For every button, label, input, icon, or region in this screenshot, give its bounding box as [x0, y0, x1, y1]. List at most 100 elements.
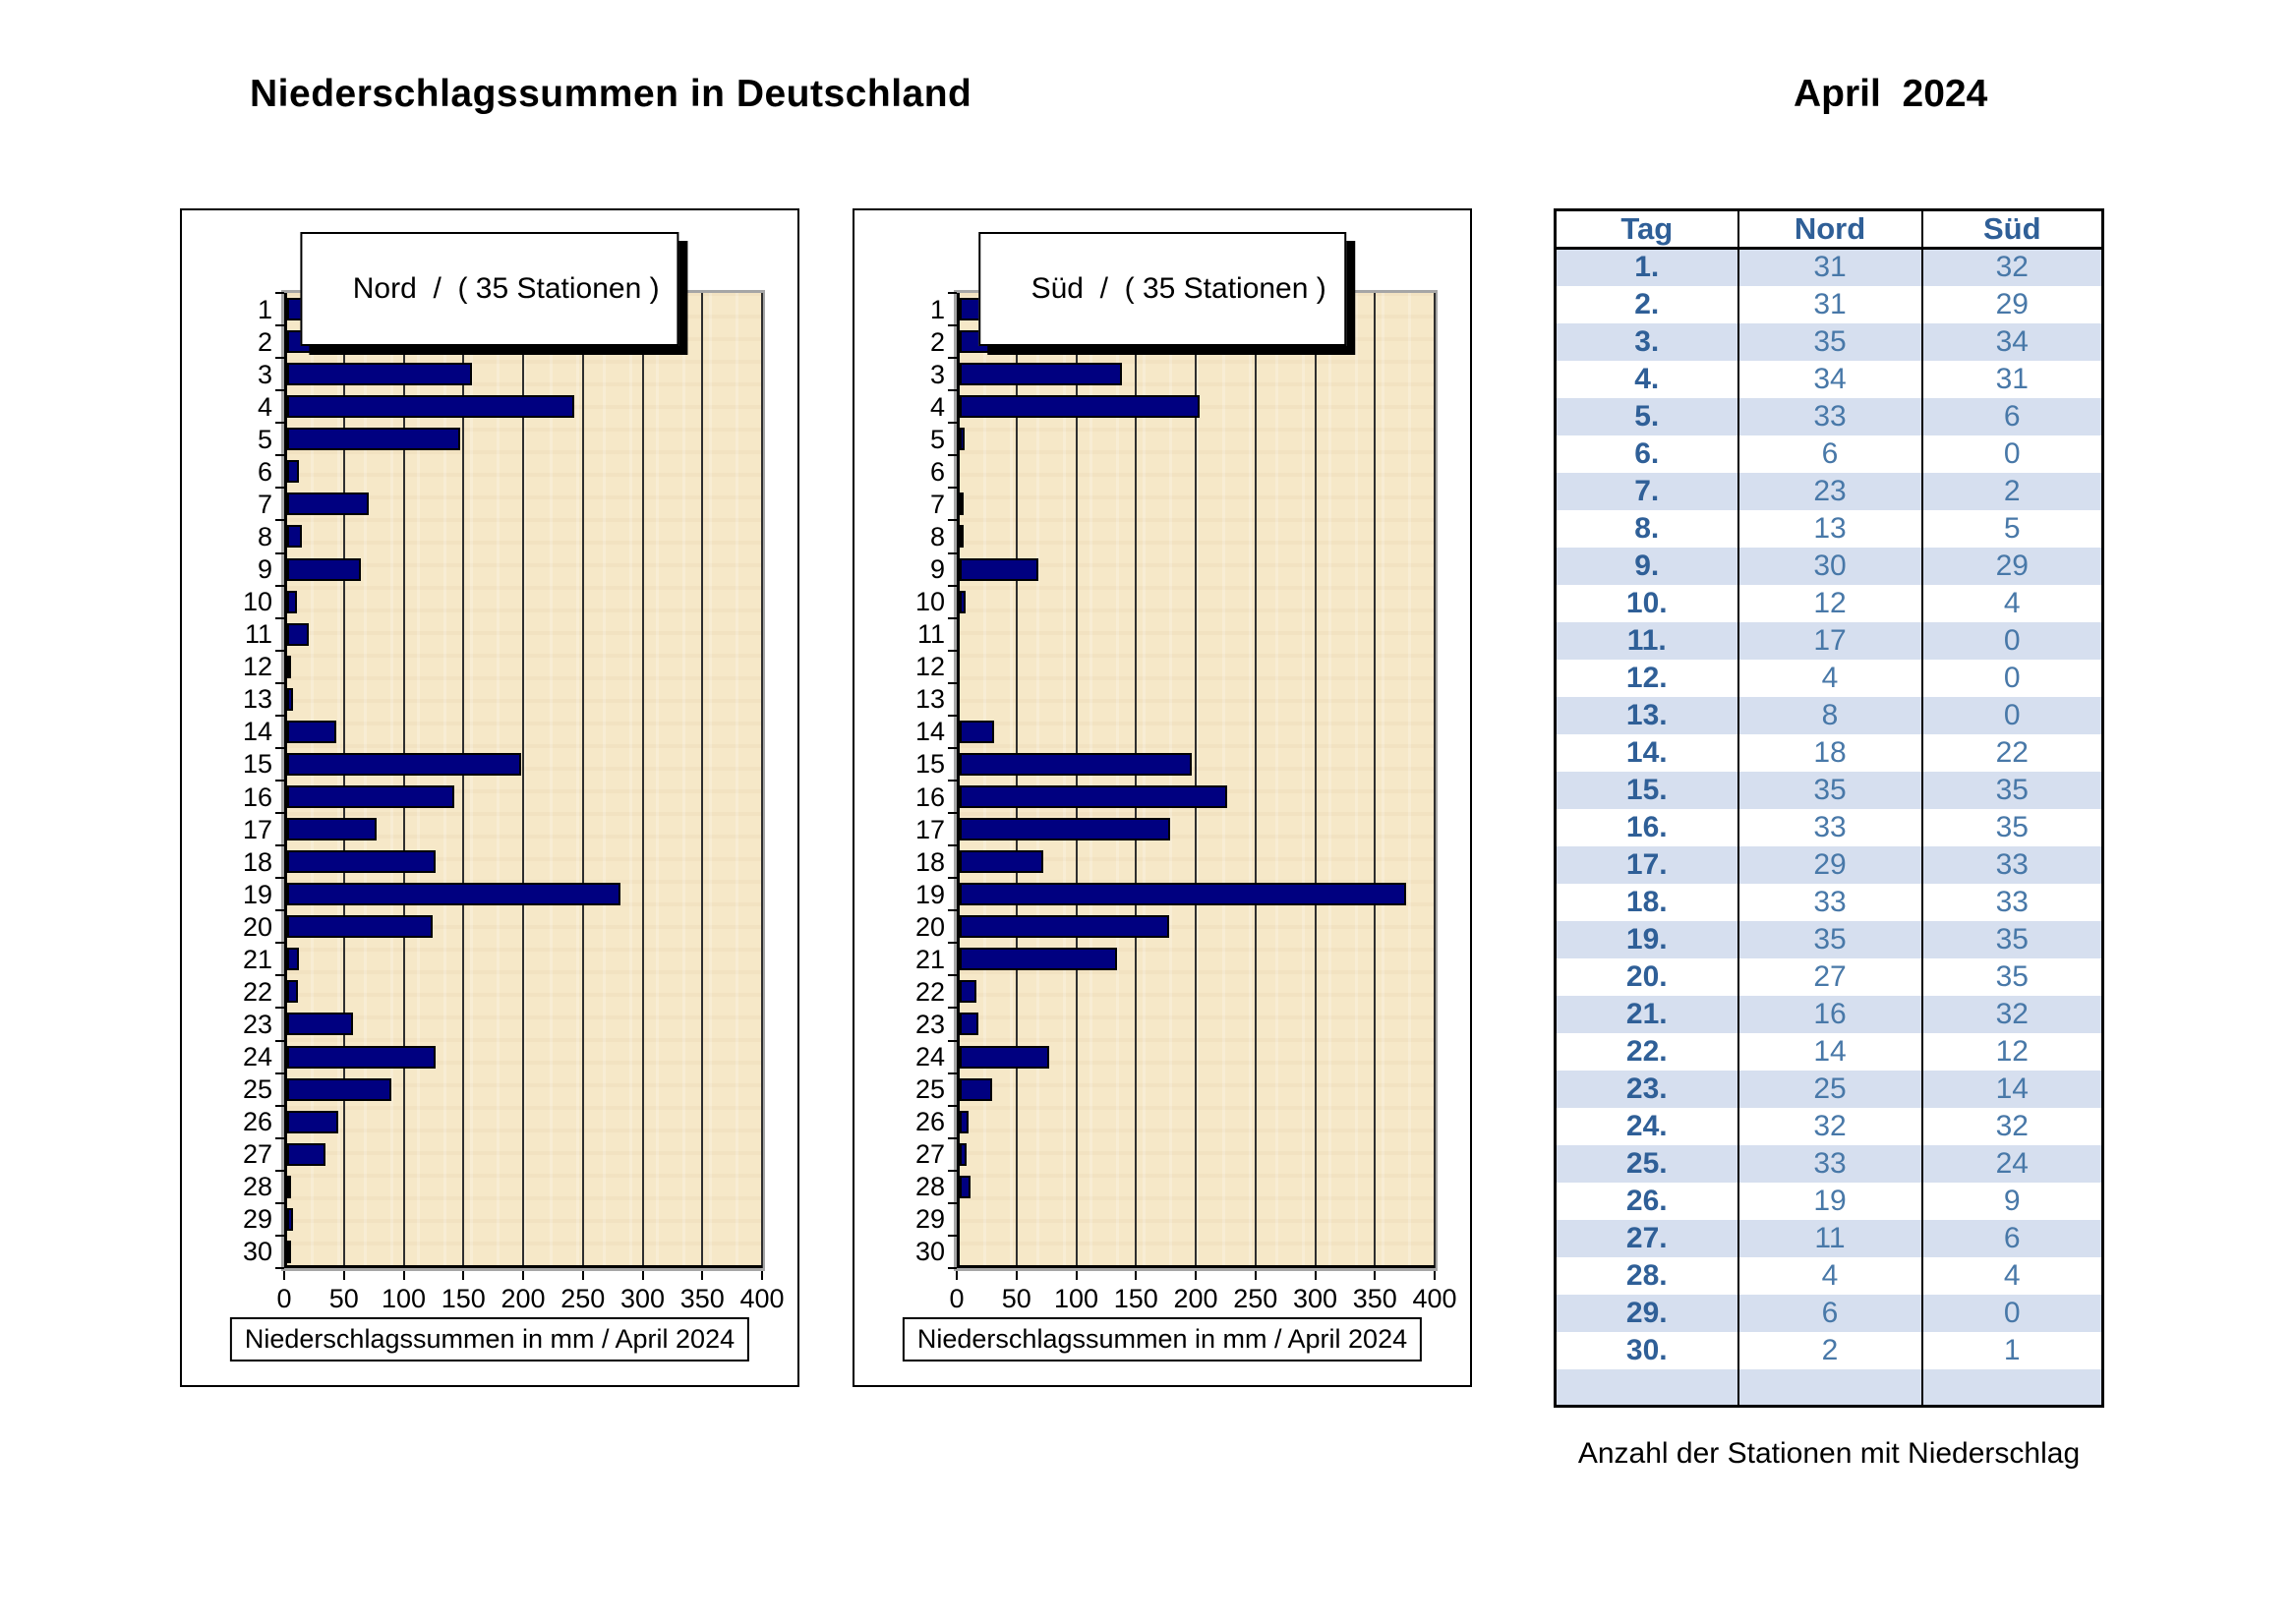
- y-tick: [948, 681, 957, 684]
- table-body: 1. 31 32 2. 31 29 3. 35 34 4. 34 31 5. 33 6 6. 6 0 7. 23 2 8.…: [1555, 248, 2103, 1407]
- bar-day-17: [287, 818, 378, 841]
- cell-day: 21.: [1625, 997, 1668, 1030]
- table-row: 15. 35 35: [1555, 771, 2103, 809]
- cell-sued: 33: [1920, 845, 2103, 884]
- gridline: [581, 293, 584, 1268]
- y-tick: [948, 292, 957, 294]
- bar-day-10: [960, 590, 967, 613]
- category-label: 17: [242, 814, 272, 844]
- table-row: 3. 35 34: [1555, 322, 2103, 361]
- category-label: 25: [914, 1074, 945, 1105]
- category-label: 1: [257, 294, 272, 324]
- bar-day-30: [287, 1240, 291, 1263]
- table-row: 19. 35 35: [1555, 920, 2103, 958]
- cell-day: 20.: [1625, 959, 1668, 993]
- x-tick: [701, 1271, 704, 1280]
- y-tick: [948, 1136, 957, 1139]
- cell-sued: 29: [1920, 285, 2103, 323]
- x-tick: [402, 1271, 405, 1280]
- category-label: 7: [929, 489, 945, 519]
- bar-day-26: [287, 1110, 339, 1133]
- x-tick-label: 50: [1001, 1284, 1031, 1313]
- x-tick-label: 400: [1412, 1284, 1457, 1313]
- gridline: [462, 293, 465, 1268]
- bar-day-16: [960, 785, 1228, 808]
- cell-nord: 34: [1737, 360, 1922, 398]
- cell-nord: 35: [1737, 322, 1922, 361]
- y-tick: [275, 844, 284, 847]
- cell-sued: 31: [1920, 360, 2103, 398]
- gridline: [1254, 293, 1257, 1268]
- gridline: [1374, 293, 1377, 1268]
- category-label: 2: [257, 326, 272, 357]
- cell-nord: 27: [1737, 957, 1922, 996]
- y-tick: [275, 1169, 284, 1172]
- category-label: 23: [914, 1010, 945, 1039]
- y-tick: [948, 1072, 957, 1074]
- cell-sued: 0: [1920, 696, 2103, 734]
- cell-nord: 17: [1737, 621, 1922, 660]
- cell-nord: 25: [1737, 1070, 1922, 1108]
- cell-day: 9.: [1634, 549, 1660, 582]
- x-tick-label: 150: [1113, 1284, 1158, 1313]
- empty-cell: [1920, 1368, 2103, 1407]
- bar-day-6: [287, 460, 300, 484]
- bar-day-8: [287, 525, 302, 549]
- table-row: 1. 31 32: [1555, 248, 2103, 286]
- y-tick: [948, 746, 957, 749]
- table-row: 21. 16 32: [1555, 995, 2103, 1033]
- cell-day: 24.: [1625, 1109, 1668, 1142]
- x-tick-label: 300: [1292, 1284, 1338, 1313]
- cell-sued: 0: [1920, 659, 2103, 697]
- cell-nord: 35: [1737, 771, 1922, 809]
- x-tick: [1135, 1271, 1138, 1280]
- bar-day-7: [287, 492, 369, 516]
- bar-day-29: [287, 1207, 294, 1231]
- cell-nord: 6: [1737, 434, 1922, 473]
- bar-day-15: [960, 752, 1192, 776]
- category-label: 19: [242, 879, 272, 909]
- empty-cell: [1737, 1368, 1922, 1407]
- category-label: 22: [242, 976, 272, 1007]
- bar-day-23: [960, 1013, 979, 1036]
- gridline: [342, 293, 345, 1268]
- table-empty-row: [1555, 1368, 2103, 1407]
- category-label: 8: [929, 522, 945, 551]
- y-tick: [275, 942, 284, 945]
- chart-nord-title-text: Nord / ( 35 Stationen ): [352, 272, 660, 305]
- y-tick: [948, 1234, 957, 1237]
- bar-day-21: [287, 948, 300, 971]
- cell-sued: 12: [1920, 1032, 2103, 1071]
- cell-sued: 5: [1920, 509, 2103, 548]
- table-row: 2. 31 29: [1556, 285, 2103, 323]
- x-tick-label: 50: [328, 1284, 359, 1313]
- x-tick: [1374, 1271, 1377, 1280]
- cell-day: 17.: [1625, 847, 1668, 881]
- category-label: 2: [929, 326, 945, 357]
- cell-day: 13.: [1625, 698, 1668, 731]
- cell-sued: 6: [1920, 397, 2103, 435]
- gridline: [761, 293, 763, 1268]
- y-tick: [275, 487, 284, 490]
- cell-nord: 30: [1737, 547, 1922, 585]
- table-row: 25. 33 24: [1555, 1144, 2103, 1183]
- table-row: 7. 23 2: [1555, 472, 2103, 510]
- category-label: 10: [242, 587, 272, 617]
- x-tick-label: 300: [619, 1284, 666, 1313]
- cell-nord: 4: [1737, 1256, 1922, 1295]
- cell-day: 2.: [1634, 287, 1660, 320]
- bar-day-9: [960, 557, 1039, 581]
- y-tick: [948, 649, 957, 652]
- y-tick: [275, 681, 284, 684]
- category-label: 22: [914, 976, 945, 1007]
- cell-day: 3.: [1634, 324, 1660, 358]
- chart-nord-title-box: Nord / ( 35 Stationen ): [300, 232, 679, 346]
- bar-day-3: [960, 363, 1123, 386]
- cell-sued: 0: [1920, 1294, 2103, 1332]
- gridline: [1434, 293, 1436, 1268]
- bar-day-22: [960, 980, 976, 1004]
- cell-day: 25.: [1625, 1146, 1668, 1180]
- cell-day: 26.: [1625, 1184, 1668, 1217]
- y-tick: [948, 616, 957, 619]
- empty-cell: [1556, 1369, 1738, 1407]
